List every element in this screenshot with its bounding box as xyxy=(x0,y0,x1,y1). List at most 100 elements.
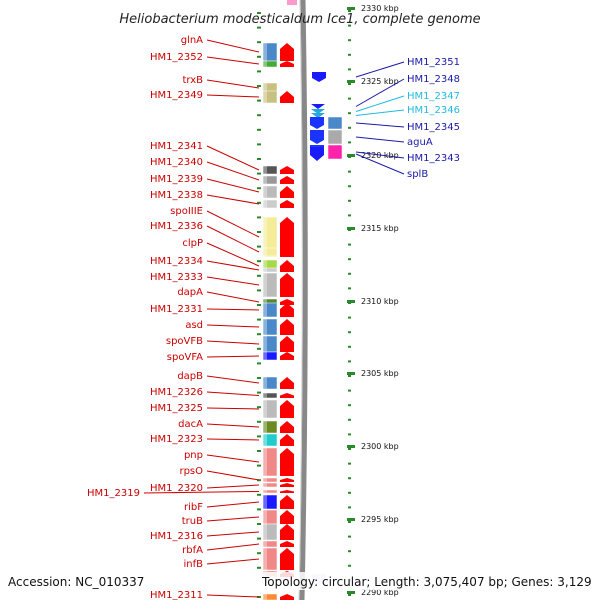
gene-spoiiie[interactable]: spoIIIE xyxy=(170,206,294,258)
gene-splb[interactable]: splB xyxy=(310,147,428,180)
gene-daca[interactable]: dacA xyxy=(178,419,294,434)
right-tick xyxy=(348,53,351,56)
gene-hm1-2352[interactable]: HM1_2352 xyxy=(150,52,294,68)
gene-arrow-reverse xyxy=(311,109,325,114)
gene-hm1-2323[interactable]: HM1_2323 xyxy=(150,433,294,447)
gene-arrow-forward xyxy=(280,319,294,335)
gene-agua[interactable]: aguA xyxy=(310,129,433,148)
gene-block xyxy=(262,216,278,258)
right-tick xyxy=(348,345,351,348)
gene-connector xyxy=(206,145,260,171)
gene-connector xyxy=(206,391,260,396)
gene-hm1-2345[interactable]: HM1_2345 xyxy=(310,116,460,133)
left-tick xyxy=(257,128,261,131)
gene-arrow-reverse xyxy=(310,130,324,144)
gene-arrow-forward xyxy=(280,336,294,352)
gene-rpso[interactable]: rpsO xyxy=(179,466,294,483)
gene-hm1-2320[interactable]: HM1_2320 xyxy=(150,482,294,494)
gene-hm1-2339[interactable]: HM1_2339 xyxy=(150,174,294,199)
gene-block xyxy=(262,60,278,68)
gene-asd[interactable]: asd xyxy=(185,318,294,336)
topology-text: Topology: circular; Length: 3,075,407 bp… xyxy=(261,575,592,589)
gene-label: HM1_2349 xyxy=(150,90,203,101)
gene-connector xyxy=(206,308,260,311)
gene-arrow-reverse xyxy=(311,113,325,118)
genome-backbone xyxy=(299,0,308,600)
right-tick xyxy=(348,83,351,85)
gene-label: HM1_2345 xyxy=(407,122,460,133)
left-tick xyxy=(257,479,261,482)
gene-arrow-forward xyxy=(280,478,294,482)
gene-label: spoVFB xyxy=(166,336,203,347)
kbp-label: 2315 kbp xyxy=(361,224,399,233)
gene-label: HM1_2343 xyxy=(407,153,460,164)
right-tick xyxy=(348,389,351,392)
gene-spovfb[interactable]: spoVFB xyxy=(166,335,294,353)
gene-label: aguA xyxy=(407,137,433,148)
gene-dapb[interactable]: dapB xyxy=(177,371,294,390)
gene-hm1-2340[interactable]: HM1_2340 xyxy=(150,157,294,185)
gene-label: splB xyxy=(407,169,428,180)
gene-connector xyxy=(355,136,405,143)
left-tick xyxy=(257,201,261,204)
gene-pnp[interactable]: pnp xyxy=(184,447,294,477)
gene-connector xyxy=(206,260,260,271)
gene-hm1-2333[interactable]: HM1_2333 xyxy=(150,272,294,298)
kbp-label: 2310 kbp xyxy=(361,297,399,306)
gene-arrow-forward xyxy=(280,176,294,184)
gene-connector xyxy=(206,558,260,565)
left-tick xyxy=(257,552,261,555)
gene-label: HM1_2340 xyxy=(150,157,203,168)
gene-hm1-2316[interactable]: HM1_2316 xyxy=(150,523,294,542)
gene-rbfa[interactable]: rbfA xyxy=(182,540,294,556)
left-tick xyxy=(257,274,261,277)
gene-hm1-2311[interactable]: HM1_2311 xyxy=(150,590,294,600)
left-tick xyxy=(257,464,261,467)
gene-infb[interactable]: infB xyxy=(184,547,295,571)
gene-block xyxy=(262,185,278,199)
gene-hm1-2347[interactable]: HM1_2347 xyxy=(311,91,460,114)
kbp-label: 2290 kbp xyxy=(361,588,399,597)
right-tick xyxy=(348,462,351,465)
gene-hm1-2319[interactable]: HM1_2319 xyxy=(87,488,294,499)
gene-hm1-2348[interactable]: HM1_2348 xyxy=(311,74,460,109)
gene-block xyxy=(262,175,278,185)
gene-spovfa[interactable]: spoVFA xyxy=(167,351,294,363)
gene-hm1-2351[interactable]: HM1_2351 xyxy=(312,57,460,82)
right-tick xyxy=(348,185,351,188)
gene-label: HM1_2351 xyxy=(407,57,460,68)
gene-block xyxy=(262,247,278,257)
gene-hm1-2326[interactable]: HM1_2326 xyxy=(150,387,294,399)
kbp-tick xyxy=(347,518,355,521)
right-tick xyxy=(348,199,351,202)
left-tick xyxy=(257,70,261,73)
kbp-tick xyxy=(347,7,355,10)
kbp-label: 2295 kbp xyxy=(361,515,399,524)
gene-glna[interactable]: glnA xyxy=(181,35,294,62)
gene-hm1-2334[interactable]: HM1_2334 xyxy=(150,256,294,273)
gene-block xyxy=(262,318,278,336)
gene-connector xyxy=(206,79,260,89)
gene-block xyxy=(262,489,278,494)
gene-hm1-2341[interactable]: HM1_2341 xyxy=(150,141,294,175)
gene-hm1-2325[interactable]: HM1_2325 xyxy=(150,399,294,419)
gene-block xyxy=(262,90,278,104)
gene-block xyxy=(262,482,278,488)
gene-hm1-2346[interactable]: HM1_2346 xyxy=(311,105,460,118)
gene-label: pnp xyxy=(184,450,203,461)
right-tick xyxy=(348,39,351,42)
gene-hm1-2331[interactable]: HM1_2331 xyxy=(150,302,294,318)
gene-hm1-2349[interactable]: HM1_2349 xyxy=(150,90,294,104)
gene-arrow-forward xyxy=(280,61,294,67)
gene-arrow-forward xyxy=(280,495,294,509)
gene-ribf[interactable]: ribF xyxy=(184,494,294,513)
gene-connector xyxy=(206,407,260,410)
gene-hm1-2336[interactable]: HM1_2336 xyxy=(150,221,294,257)
gene-dapa[interactable]: dapA xyxy=(177,287,294,306)
gene-label: HM1_2333 xyxy=(150,272,203,283)
gene-hm1-2338[interactable]: HM1_2338 xyxy=(150,190,294,209)
gene-block xyxy=(262,447,278,477)
left-tick xyxy=(257,187,261,190)
left-tick xyxy=(257,158,261,160)
left-tick xyxy=(257,333,261,336)
